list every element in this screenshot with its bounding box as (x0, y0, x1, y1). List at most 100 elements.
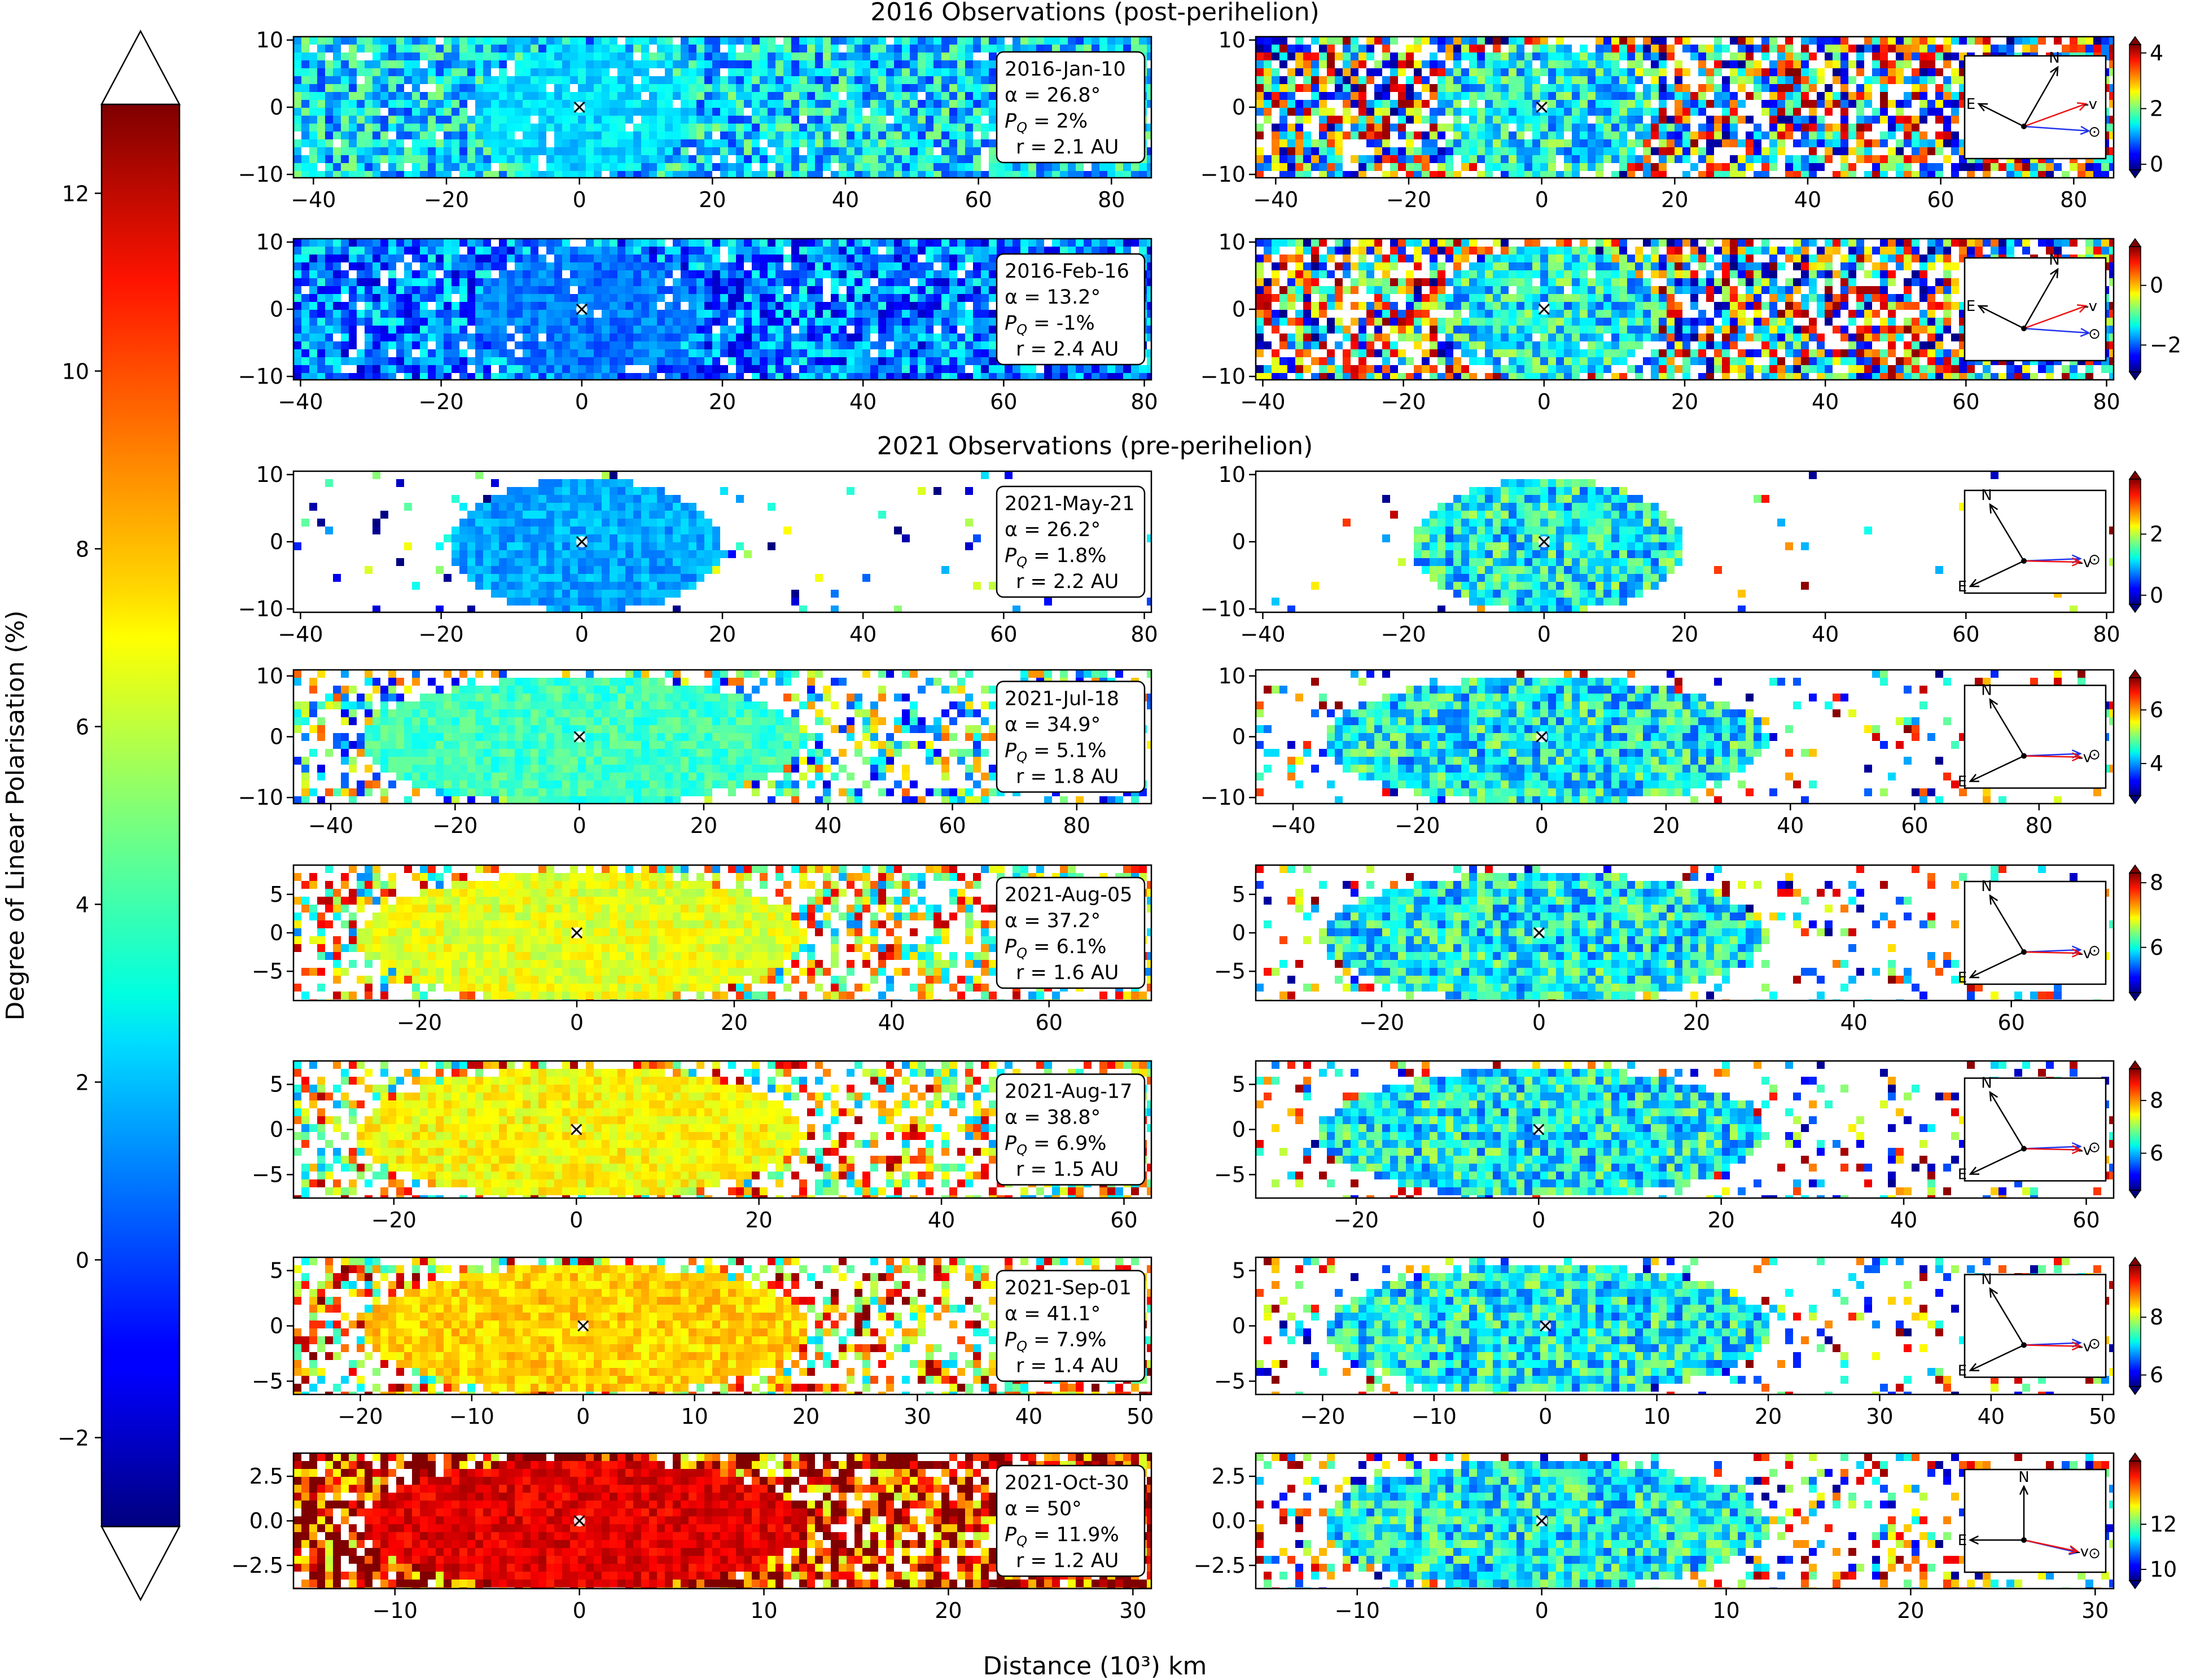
north-arrow-icon-head (2050, 65, 2059, 77)
x-tick-label: 40 (928, 1208, 955, 1232)
x-tick-label: −40 (1240, 389, 1285, 414)
panel-colorbar-extend-max (2128, 470, 2142, 480)
info-phase-angle: α = 34.9° (1005, 714, 1101, 736)
info-heliocentric-distance: r = 2.4 AU (1016, 338, 1119, 361)
info-pq: PQ = 1.8% (1005, 545, 1107, 570)
info-heliocentric-distance: r = 1.5 AU (1016, 1159, 1119, 1181)
east-label: E (1966, 96, 1975, 113)
east-arrow-icon (1970, 1148, 2024, 1175)
compass-frame (1964, 489, 2107, 594)
east-arrow-icon-head (1969, 970, 1980, 979)
velocity-arrow-icon-head (2071, 948, 2082, 958)
x-tick-label: 20 (935, 1598, 962, 1623)
x-tick-label: 0 (575, 622, 589, 647)
east-arrow-icon (1970, 1344, 2024, 1371)
velocity-label: -v (2075, 1543, 2089, 1560)
y-tick-label: 2.5 (1212, 1464, 1246, 1489)
panel-colorbar-gradient (2129, 872, 2141, 993)
info-box-frame (996, 681, 1146, 793)
north-arrow-icon-head (2050, 267, 2059, 279)
velocity-arrow-icon-head (2076, 304, 2088, 313)
x-tick-label: 20 (1897, 1598, 1924, 1623)
info-date: 2016-Feb-16 (1005, 260, 1129, 283)
velocity-arrow-icon (2023, 560, 2081, 563)
x-tick-label: 60 (1110, 1208, 1137, 1232)
x-tick-label: 80 (1063, 813, 1090, 838)
x-tick-label: 0 (573, 1598, 586, 1623)
north-arrow-icon (2023, 67, 2059, 127)
colorbar-extend-min (100, 1525, 181, 1602)
panel-colorbar-tick-label: 8 (2150, 1305, 2163, 1330)
info-heliocentric-distance: r = 1.2 AU (1016, 1550, 1119, 1572)
x-tick-label: −20 (424, 187, 469, 212)
north-label: N (2049, 252, 2059, 269)
x-tick-label: −20 (419, 389, 464, 414)
x-tick-label: 20 (746, 1208, 773, 1232)
info-phase-angle: α = 38.8° (1005, 1107, 1101, 1129)
north-label: N (1981, 1271, 1992, 1288)
y-tick-label: 10 (1219, 230, 1246, 255)
polarisation-map (1256, 670, 2114, 804)
north-arrow-icon-head (2019, 1485, 2029, 1495)
polarisation-map (1256, 1061, 2114, 1198)
panel-colorbar-tick-label: 8 (2150, 870, 2163, 895)
x-tick-label: 60 (1952, 389, 1979, 414)
north-arrow-icon-head (1989, 698, 1998, 709)
x-tick-label: −40 (278, 389, 323, 414)
y-tick-label: 10 (1219, 28, 1246, 52)
colorbar-gradient (100, 103, 181, 1528)
velocity-label: -v (2078, 1142, 2092, 1159)
info-box: 2021-Sep-01 α = 41.1° PQ = 7.9%r = 1.4 AU (996, 1270, 1146, 1382)
x-tick-label: −20 (1386, 187, 1431, 212)
compass-origin (2021, 326, 2027, 331)
x-tick-label: 10 (1643, 1404, 1670, 1429)
east-arrow-icon (1978, 305, 2024, 330)
x-tick-label: 40 (1794, 187, 1821, 212)
x-tick-label: 60 (1998, 1010, 2025, 1035)
x-tick-label: 10 (681, 1404, 708, 1429)
velocity-arrow-icon-head (2071, 1341, 2082, 1351)
nucleus-marker-icon (1540, 1320, 1552, 1332)
y-tick-label: 10 (1219, 664, 1246, 688)
nucleus-marker-icon (1533, 927, 1545, 939)
y-tick-label: 0 (1232, 297, 1246, 322)
east-label: E (1958, 1532, 1967, 1549)
x-tick-label: 40 (849, 622, 876, 647)
x-tick-label: 80 (2093, 389, 2120, 414)
panel-colorbar-tick-label: 2 (2150, 96, 2163, 121)
panel-colorbar-gradient (2129, 1265, 2141, 1387)
info-heliocentric-distance: r = 2.2 AU (1016, 571, 1119, 593)
north-label: N (2049, 50, 2059, 67)
x-tick-label: −40 (1240, 622, 1285, 647)
compass-inset: N E -v ⊙ (1964, 252, 2107, 362)
compass-frame (1964, 1274, 2107, 1378)
y-tick-label: 2.5 (249, 1464, 283, 1489)
panel-colorbar-extend-max (2128, 1452, 2142, 1462)
east-arrow-icon (1970, 560, 2024, 587)
colorbar-tick-label: 8 (76, 537, 89, 562)
y-tick-label: −10 (238, 364, 283, 389)
y-tick-label: 5 (270, 1258, 283, 1283)
north-arrow-icon (1989, 895, 2025, 953)
panel-colorbar-tick-label: 0 (2150, 273, 2163, 298)
y-tick-label: 5 (1232, 1072, 1246, 1097)
info-date: 2021-Aug-05 (1005, 884, 1132, 906)
panel-colorbar-gradient (2129, 479, 2141, 605)
nucleus-marker-icon (1536, 1515, 1548, 1527)
panel-colorbar-extend-min (2128, 795, 2142, 805)
east-label: E (1958, 1166, 1967, 1183)
panel-colorbar-tick-label: 4 (2150, 751, 2163, 776)
nucleus-marker-icon (571, 927, 583, 939)
info-box: 2021-Oct-30 α = 50° PQ = 11.9%r = 1.2 AU (996, 1464, 1146, 1577)
panel-colorbar-tick-label: 8 (2150, 1088, 2163, 1113)
panel-2021-Oct-30-left: −10 0 10 20 30 2.5 0.0 −2.5 2021-Oct-30 α = 50° PQ… (231, 1452, 1152, 1623)
east-arrow-icon (1978, 103, 2024, 128)
info-box-frame (996, 51, 1146, 164)
panel-colorbar-extend-min (2128, 1386, 2142, 1396)
colorbar-extend-max (100, 29, 181, 106)
panel-colorbar-extend-max (2128, 1060, 2142, 1069)
colorbar-tick-label: −2 (58, 1426, 89, 1451)
panel-colorbar-extend-max (2128, 864, 2142, 874)
